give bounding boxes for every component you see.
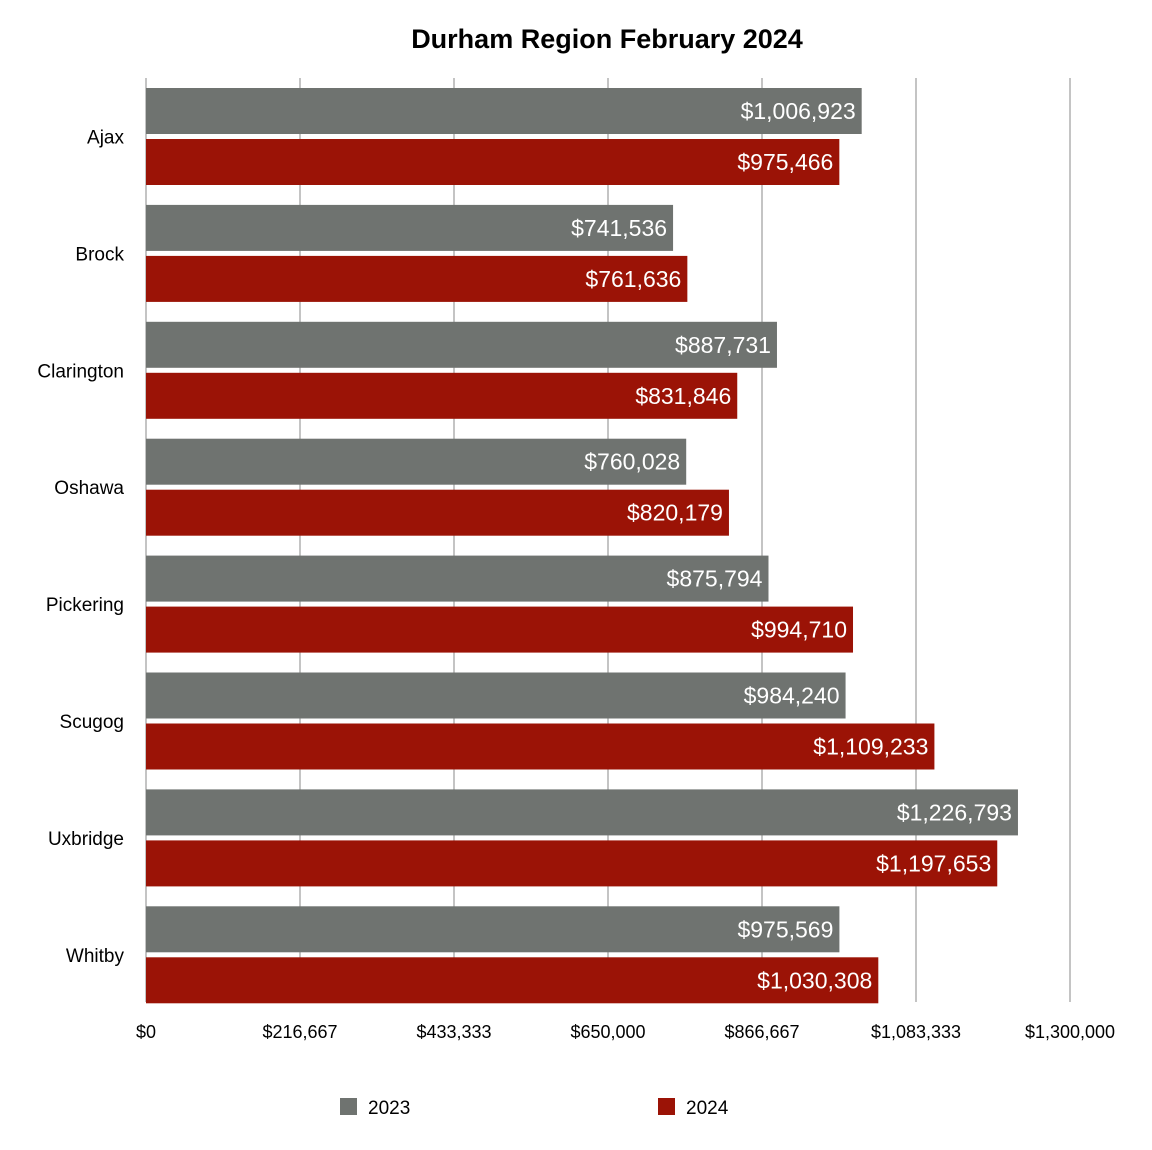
x-tick-label: $433,333: [416, 1022, 491, 1042]
chart-title: Durham Region February 2024: [411, 24, 803, 54]
bar-2024-ajax: [146, 139, 840, 185]
bar-2023-oshawa: [146, 438, 687, 485]
bar-2024-clarington: [146, 372, 738, 419]
data-label: $831,846: [635, 383, 731, 409]
legend: 2023 2024: [340, 1098, 729, 1119]
x-tick-label: $1,300,000: [1025, 1022, 1115, 1042]
bar-2024-oshawa: [146, 489, 729, 536]
bar-2023-brock: [146, 204, 674, 251]
data-label: $875,794: [667, 566, 763, 592]
category-label-whitby: Whitby: [66, 946, 125, 967]
category-label-pickering: Pickering: [46, 595, 124, 616]
bar-2024-brock: [146, 255, 688, 302]
category-label-brock: Brock: [75, 244, 124, 265]
data-label: $820,179: [627, 500, 723, 526]
legend-label-2024: 2024: [686, 1098, 729, 1119]
data-label: $761,636: [585, 266, 681, 292]
bar-2023-uxbridge: [146, 789, 1018, 836]
data-label: $975,466: [737, 149, 833, 175]
data-label: $994,710: [751, 617, 847, 643]
bar-2024-uxbridge: [146, 840, 998, 887]
x-tick-label: $0: [136, 1022, 156, 1042]
bar-2023-scugog: [146, 672, 846, 719]
bar-2023-clarington: [146, 321, 777, 368]
bar-2023-whitby: [146, 906, 840, 953]
bar-2023-ajax: [146, 88, 862, 134]
x-tick-label: $866,667: [724, 1022, 799, 1042]
data-label: $1,006,923: [741, 98, 856, 124]
category-label-oshawa: Oshawa: [54, 478, 124, 499]
legend-swatch-2023: [340, 1098, 357, 1115]
legend-label-2023: 2023: [368, 1098, 410, 1119]
legend-swatch-2024: [658, 1098, 675, 1115]
data-label: $741,536: [571, 215, 667, 241]
category-label-ajax: Ajax: [87, 128, 124, 149]
category-label-clarington: Clarington: [37, 361, 124, 382]
data-label: $1,109,233: [813, 734, 928, 760]
bar-2024-scugog: [146, 723, 935, 770]
category-axis: Ajax Brock Clarington Oshawa Pickering Scugog…: [37, 128, 124, 967]
bar-2023-pickering: [146, 555, 769, 602]
data-label: $887,731: [675, 332, 771, 358]
data-label: $1,226,793: [897, 799, 1012, 825]
value-axis: $0 $216,667 $433,333 $650,000 $866,667 $1,083…: [136, 1022, 1115, 1042]
data-labels: $1,006,923 $975,466 $741,536 $761,636 $887,7…: [571, 98, 1012, 993]
bars: [146, 88, 1018, 1004]
data-label: $1,030,308: [757, 967, 872, 993]
x-tick-label: $650,000: [570, 1022, 645, 1042]
bar-2024-pickering: [146, 606, 854, 653]
category-label-scugog: Scugog: [60, 712, 124, 733]
data-label: $1,197,653: [876, 850, 991, 876]
data-label: $984,240: [744, 683, 840, 709]
data-label: $975,569: [737, 916, 833, 942]
x-tick-label: $1,083,333: [871, 1022, 961, 1042]
data-label: $760,028: [584, 449, 680, 475]
bar-2024-whitby: [146, 957, 879, 1004]
x-tick-label: $216,667: [262, 1022, 337, 1042]
category-label-uxbridge: Uxbridge: [48, 829, 124, 850]
